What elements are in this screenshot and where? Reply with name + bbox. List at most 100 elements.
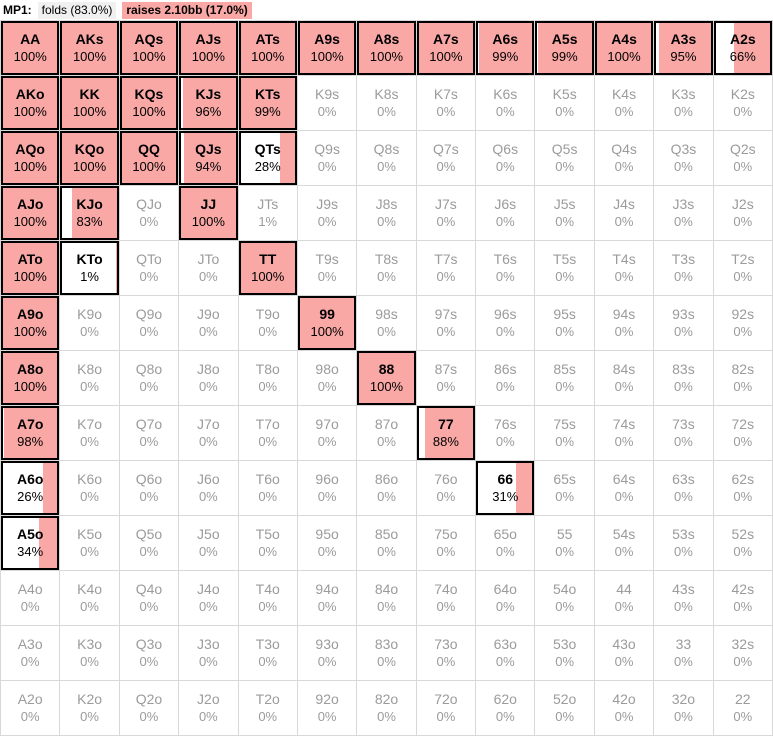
hand-cell-T7o[interactable]: T7o 0% bbox=[238, 406, 297, 460]
hand-cell-97o[interactable]: 97o 0% bbox=[297, 406, 357, 460]
hand-cell-93o[interactable]: 93o 0% bbox=[297, 626, 357, 680]
hand-cell-75o[interactable]: 75o 0% bbox=[416, 516, 476, 570]
hand-cell-Q9s[interactable]: Q9s 0% bbox=[297, 131, 357, 185]
hand-cell-K4s[interactable]: K4s 0% bbox=[594, 76, 654, 130]
hand-cell-63s[interactable]: 63s 0% bbox=[654, 461, 713, 515]
hand-cell-JJ[interactable]: JJ 100% bbox=[179, 186, 238, 240]
hand-cell-84o[interactable]: 84o 0% bbox=[357, 571, 416, 625]
hand-cell-94o[interactable]: 94o 0% bbox=[297, 571, 357, 625]
hand-cell-83o[interactable]: 83o 0% bbox=[357, 626, 416, 680]
hand-cell-J7o[interactable]: J7o 0% bbox=[179, 406, 238, 460]
hand-cell-82o[interactable]: 82o 0% bbox=[357, 681, 416, 735]
hand-cell-QJs[interactable]: QJs 94% bbox=[179, 131, 238, 185]
hand-cell-QJo[interactable]: QJo 0% bbox=[119, 186, 179, 240]
hand-cell-Q2o[interactable]: Q2o 0% bbox=[119, 681, 179, 735]
hand-cell-AQo[interactable]: AQo 100% bbox=[1, 131, 60, 185]
hand-cell-43s[interactable]: 43s 0% bbox=[654, 571, 713, 625]
hand-cell-66[interactable]: 66 31% bbox=[476, 461, 535, 515]
hand-cell-54o[interactable]: 54o 0% bbox=[535, 571, 594, 625]
hand-cell-AKs[interactable]: AKs 100% bbox=[60, 21, 119, 75]
hand-cell-92o[interactable]: 92o 0% bbox=[297, 681, 357, 735]
hand-cell-Q5s[interactable]: Q5s 0% bbox=[535, 131, 594, 185]
hand-cell-T6o[interactable]: T6o 0% bbox=[238, 461, 297, 515]
hand-cell-AJs[interactable]: AJs 100% bbox=[179, 21, 238, 75]
hand-cell-74s[interactable]: 74s 0% bbox=[594, 406, 654, 460]
hand-cell-73o[interactable]: 73o 0% bbox=[416, 626, 476, 680]
hand-cell-97s[interactable]: 97s 0% bbox=[416, 296, 476, 350]
hand-cell-A2s[interactable]: A2s 66% bbox=[713, 21, 772, 75]
hand-cell-A7o[interactable]: A7o 98% bbox=[1, 406, 60, 460]
hand-cell-J7s[interactable]: J7s 0% bbox=[416, 186, 476, 240]
hand-cell-33[interactable]: 33 0% bbox=[654, 626, 713, 680]
hand-cell-72o[interactable]: 72o 0% bbox=[416, 681, 476, 735]
hand-cell-74o[interactable]: 74o 0% bbox=[416, 571, 476, 625]
hand-cell-A6o[interactable]: A6o 26% bbox=[1, 461, 60, 515]
hand-cell-JTs[interactable]: JTs 1% bbox=[238, 186, 297, 240]
hand-cell-K4o[interactable]: K4o 0% bbox=[60, 571, 119, 625]
hand-cell-22[interactable]: 22 0% bbox=[713, 681, 772, 735]
hand-cell-96s[interactable]: 96s 0% bbox=[476, 296, 535, 350]
hand-cell-J4s[interactable]: J4s 0% bbox=[594, 186, 654, 240]
hand-cell-87o[interactable]: 87o 0% bbox=[357, 406, 416, 460]
hand-cell-Q4s[interactable]: Q4s 0% bbox=[594, 131, 654, 185]
hand-cell-T2s[interactable]: T2s 0% bbox=[713, 241, 772, 295]
hand-cell-K7o[interactable]: K7o 0% bbox=[60, 406, 119, 460]
hand-cell-T5o[interactable]: T5o 0% bbox=[238, 516, 297, 570]
hand-cell-A9s[interactable]: A9s 100% bbox=[297, 21, 357, 75]
hand-cell-85o[interactable]: 85o 0% bbox=[357, 516, 416, 570]
hand-cell-96o[interactable]: 96o 0% bbox=[297, 461, 357, 515]
hand-cell-K8o[interactable]: K8o 0% bbox=[60, 351, 119, 405]
hand-cell-Q6s[interactable]: Q6s 0% bbox=[476, 131, 535, 185]
hand-cell-K5o[interactable]: K5o 0% bbox=[60, 516, 119, 570]
hand-cell-A5o[interactable]: A5o 34% bbox=[1, 516, 60, 570]
hand-cell-K3o[interactable]: K3o 0% bbox=[60, 626, 119, 680]
hand-cell-32o[interactable]: 32o 0% bbox=[654, 681, 713, 735]
hand-cell-AQs[interactable]: AQs 100% bbox=[119, 21, 179, 75]
hand-cell-A8s[interactable]: A8s 100% bbox=[357, 21, 416, 75]
hand-cell-73s[interactable]: 73s 0% bbox=[654, 406, 713, 460]
hand-cell-K9o[interactable]: K9o 0% bbox=[60, 296, 119, 350]
hand-cell-J9s[interactable]: J9s 0% bbox=[297, 186, 357, 240]
hand-cell-42o[interactable]: 42o 0% bbox=[594, 681, 654, 735]
hand-cell-72s[interactable]: 72s 0% bbox=[713, 406, 772, 460]
hand-cell-QTs[interactable]: QTs 28% bbox=[238, 131, 297, 185]
hand-cell-KQs[interactable]: KQs 100% bbox=[119, 76, 179, 130]
hand-cell-92s[interactable]: 92s 0% bbox=[713, 296, 772, 350]
hand-cell-Q2s[interactable]: Q2s 0% bbox=[713, 131, 772, 185]
hand-cell-KJo[interactable]: KJo 83% bbox=[60, 186, 119, 240]
hand-cell-T4s[interactable]: T4s 0% bbox=[594, 241, 654, 295]
hand-cell-32s[interactable]: 32s 0% bbox=[713, 626, 772, 680]
hand-cell-KTo[interactable]: KTo 1% bbox=[60, 241, 119, 295]
hand-cell-J2s[interactable]: J2s 0% bbox=[713, 186, 772, 240]
hand-cell-94s[interactable]: 94s 0% bbox=[594, 296, 654, 350]
hand-cell-87s[interactable]: 87s 0% bbox=[416, 351, 476, 405]
hand-cell-T8o[interactable]: T8o 0% bbox=[238, 351, 297, 405]
hand-cell-Q3o[interactable]: Q3o 0% bbox=[119, 626, 179, 680]
hand-cell-93s[interactable]: 93s 0% bbox=[654, 296, 713, 350]
hand-cell-K9s[interactable]: K9s 0% bbox=[297, 76, 357, 130]
hand-cell-Q3s[interactable]: Q3s 0% bbox=[654, 131, 713, 185]
hand-cell-T9o[interactable]: T9o 0% bbox=[238, 296, 297, 350]
hand-cell-T9s[interactable]: T9s 0% bbox=[297, 241, 357, 295]
hand-cell-K5s[interactable]: K5s 0% bbox=[535, 76, 594, 130]
hand-cell-KK[interactable]: KK 100% bbox=[60, 76, 119, 130]
hand-cell-Q7s[interactable]: Q7s 0% bbox=[416, 131, 476, 185]
hand-cell-QTo[interactable]: QTo 0% bbox=[119, 241, 179, 295]
hand-cell-J6o[interactable]: J6o 0% bbox=[179, 461, 238, 515]
hand-cell-T5s[interactable]: T5s 0% bbox=[535, 241, 594, 295]
hand-cell-TT[interactable]: TT 100% bbox=[238, 241, 297, 295]
hand-cell-A4s[interactable]: A4s 100% bbox=[594, 21, 654, 75]
hand-cell-63o[interactable]: 63o 0% bbox=[476, 626, 535, 680]
hand-cell-86o[interactable]: 86o 0% bbox=[357, 461, 416, 515]
hand-cell-T2o[interactable]: T2o 0% bbox=[238, 681, 297, 735]
hand-cell-J5o[interactable]: J5o 0% bbox=[179, 516, 238, 570]
hand-cell-ATs[interactable]: ATs 100% bbox=[238, 21, 297, 75]
hand-cell-T6s[interactable]: T6s 0% bbox=[476, 241, 535, 295]
hand-cell-AJo[interactable]: AJo 100% bbox=[1, 186, 60, 240]
hand-cell-J2o[interactable]: J2o 0% bbox=[179, 681, 238, 735]
hand-cell-J8s[interactable]: J8s 0% bbox=[357, 186, 416, 240]
hand-cell-J3s[interactable]: J3s 0% bbox=[654, 186, 713, 240]
hand-cell-95o[interactable]: 95o 0% bbox=[297, 516, 357, 570]
hand-cell-Q6o[interactable]: Q6o 0% bbox=[119, 461, 179, 515]
hand-cell-J4o[interactable]: J4o 0% bbox=[179, 571, 238, 625]
